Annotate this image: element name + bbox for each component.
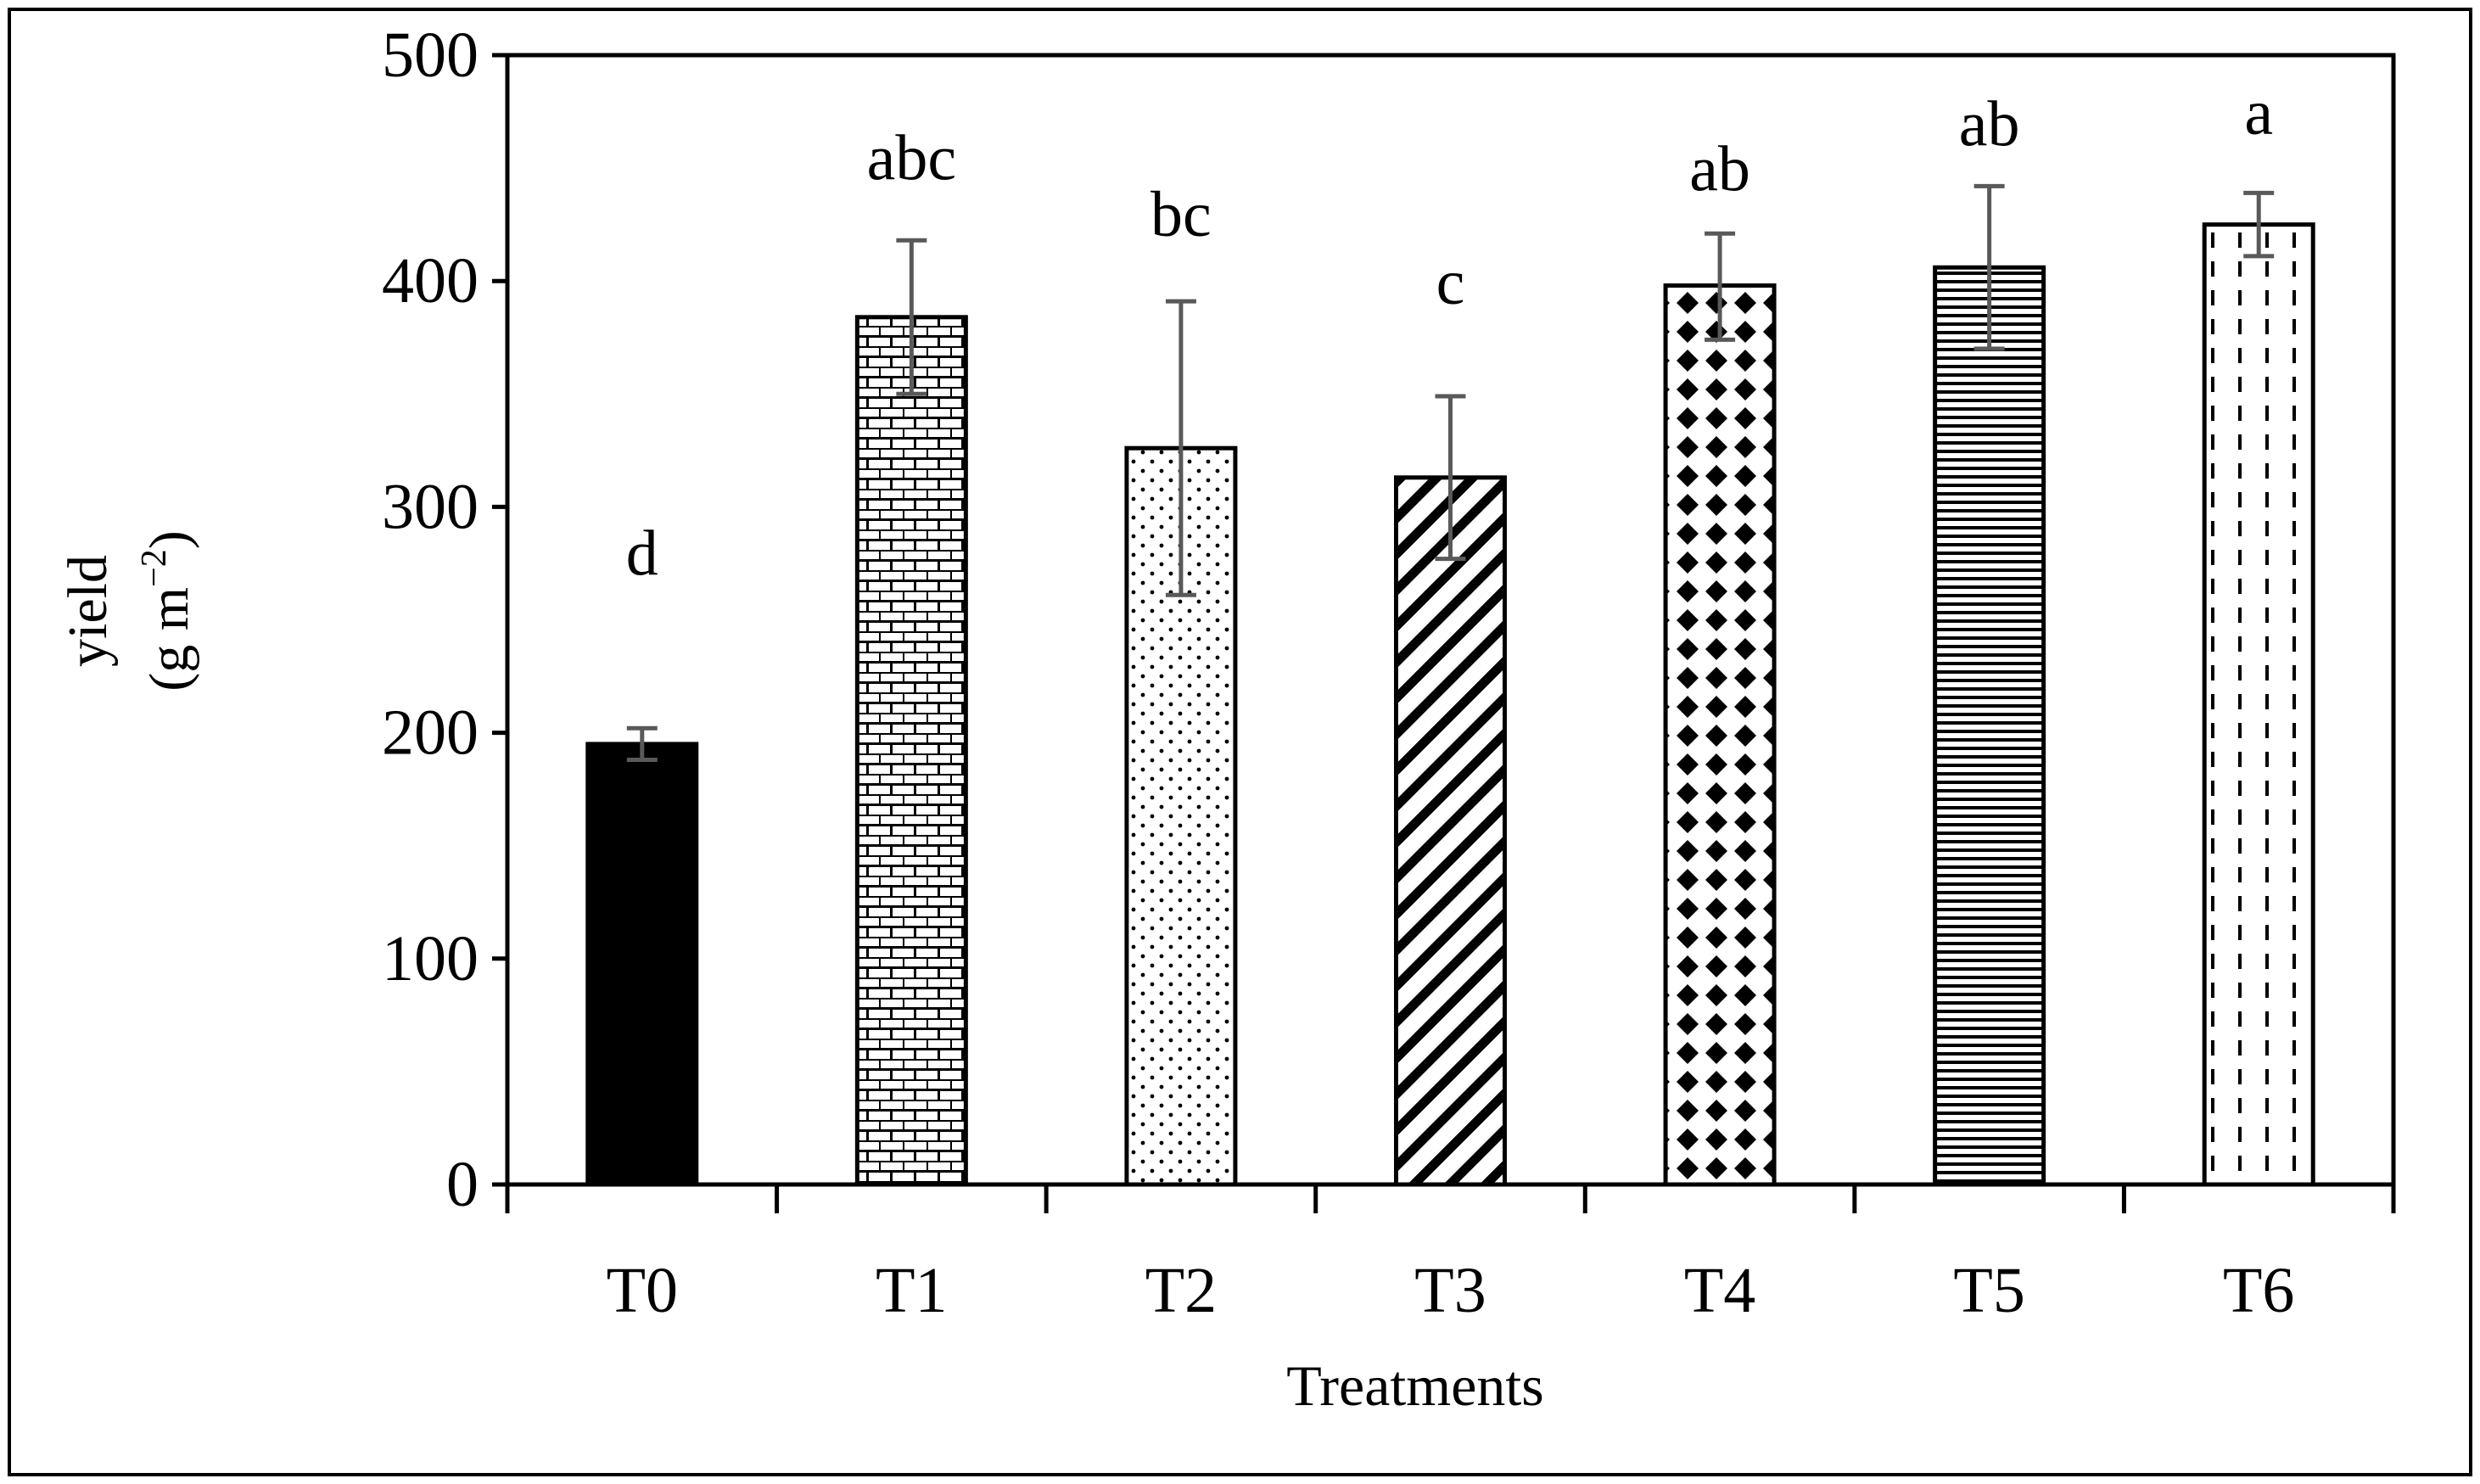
x-tick-label-T6: T6	[2223, 1255, 2294, 1326]
error-bar-T6	[2243, 190, 2275, 259]
y-axis-title-line2: (g m−2)	[135, 530, 200, 692]
bar-T1	[854, 315, 968, 1187]
significance-letter-T2: bc	[1150, 179, 1212, 250]
error-bars	[626, 183, 2275, 763]
y-axis-tick-labels: 0 100 200 300 400 500	[382, 20, 479, 1220]
x-tick-label-T3: T3	[1414, 1255, 1486, 1326]
significance-letter-T1: abc	[867, 122, 956, 193]
error-bar-T0	[626, 725, 658, 763]
error-bar-T1	[896, 238, 927, 396]
significance-letter-T5: ab	[1959, 88, 2020, 160]
bar-T5	[1933, 265, 2046, 1187]
significance-letter-T6: a	[2244, 77, 2273, 148]
bar-T6	[2202, 222, 2315, 1187]
bar-T0	[585, 742, 699, 1187]
significance-letter-T3: c	[1436, 247, 1465, 318]
y-tick-label: 500	[382, 20, 479, 91]
y-tick-label: 400	[382, 245, 479, 316]
x-tick-label-T5: T5	[1953, 1255, 2024, 1326]
significance-letter-T4: ab	[1689, 134, 1750, 205]
x-axis-tick-labels: T0 T1 T2 T3 T4 T5 T6	[607, 1255, 2295, 1326]
significance-letter-T0: d	[626, 518, 658, 589]
bar-T4	[1663, 283, 1777, 1187]
x-tick-label-T0: T0	[607, 1255, 678, 1326]
significance-letters: d abc bc c ab ab a	[626, 77, 2273, 589]
y-axis-ticks	[492, 53, 507, 1187]
error-bar-T3	[1435, 394, 1466, 562]
bar-T3	[1394, 475, 1507, 1187]
error-bar-T4	[1705, 231, 1736, 342]
y-tick-label: 200	[382, 697, 479, 769]
x-tick-label-T2: T2	[1145, 1255, 1217, 1326]
error-bar-T2	[1165, 299, 1196, 597]
x-tick-label-T1: T1	[876, 1255, 947, 1326]
bars	[585, 222, 2315, 1187]
y-tick-label: 300	[382, 471, 479, 542]
x-axis-ticks	[505, 1184, 2396, 1213]
x-axis-title: Treatments	[1286, 1353, 1543, 1418]
y-tick-label: 0	[446, 1149, 479, 1220]
y-tick-label: 100	[382, 923, 479, 994]
y-axis-title-line1: yield	[57, 555, 119, 667]
error-bar-T5	[1973, 183, 2005, 351]
y-axis-title: yield (g m−2)	[57, 530, 200, 692]
x-tick-label-T4: T4	[1684, 1255, 1755, 1326]
